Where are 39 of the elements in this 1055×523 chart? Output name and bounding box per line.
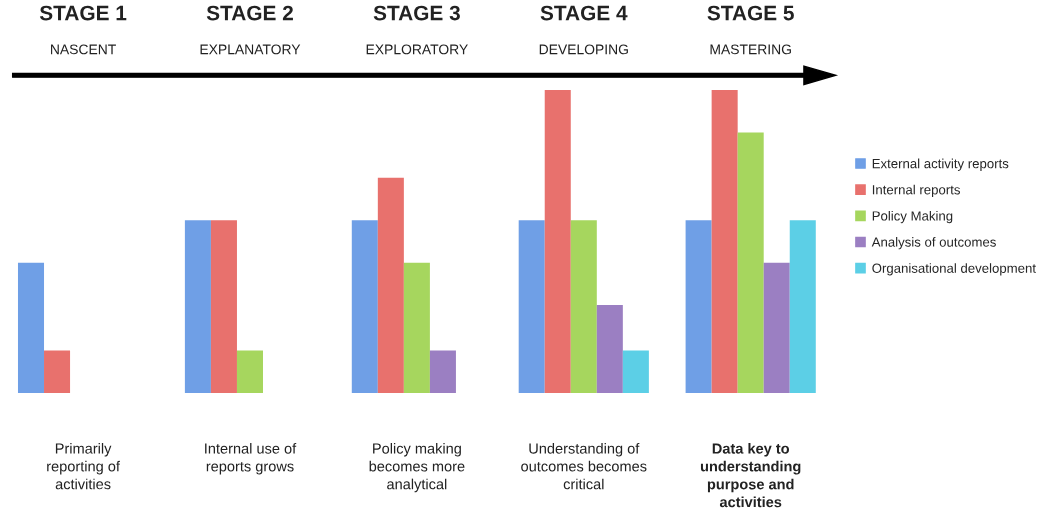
legend-label: Internal reports	[872, 184, 960, 198]
bar	[737, 132, 764, 393]
text: Primarily reporting of activities	[47, 442, 120, 490]
bar	[351, 220, 378, 393]
bar	[596, 305, 623, 393]
bar	[236, 350, 263, 393]
text: Policy making becomes more analytical	[369, 442, 465, 493]
bar	[518, 220, 545, 393]
legend-label: Analysis of outcomes	[871, 237, 996, 250]
bar	[184, 220, 211, 393]
bar	[570, 220, 597, 393]
bar	[544, 89, 571, 393]
legend-label: Organisational development	[872, 263, 1036, 276]
bar	[429, 350, 456, 393]
bar	[210, 220, 237, 393]
bar	[403, 262, 430, 393]
bar	[685, 220, 712, 393]
bar	[711, 89, 738, 393]
x-tick-label: STAGE 2	[206, 5, 293, 21]
text: Data key to understanding purpose and activities	[700, 442, 801, 508]
bar	[377, 177, 404, 393]
text: Understanding of outcomes becomes critical	[521, 442, 647, 490]
text: MASTERING	[710, 44, 791, 55]
text: EXPLORATORY	[366, 44, 468, 55]
text: NASCENT	[51, 44, 116, 55]
legend-label: External activity reports	[872, 158, 1009, 171]
x-tick-label: STAGE 3	[373, 5, 460, 21]
text: DEVELOPING	[539, 44, 628, 55]
bar	[789, 220, 816, 393]
bar	[763, 262, 790, 393]
bar	[17, 262, 45, 393]
bar	[44, 350, 71, 393]
legend-label: Policy Making	[872, 210, 953, 224]
x-tick-label: STAGE 5	[707, 5, 794, 21]
text: Internal use of reports grows	[205, 442, 297, 475]
x-tick-label: STAGE 1	[39, 5, 127, 21]
x-tick-label: STAGE 4	[540, 5, 628, 21]
text: EXPLANATORY	[200, 44, 301, 55]
bar	[622, 350, 649, 393]
